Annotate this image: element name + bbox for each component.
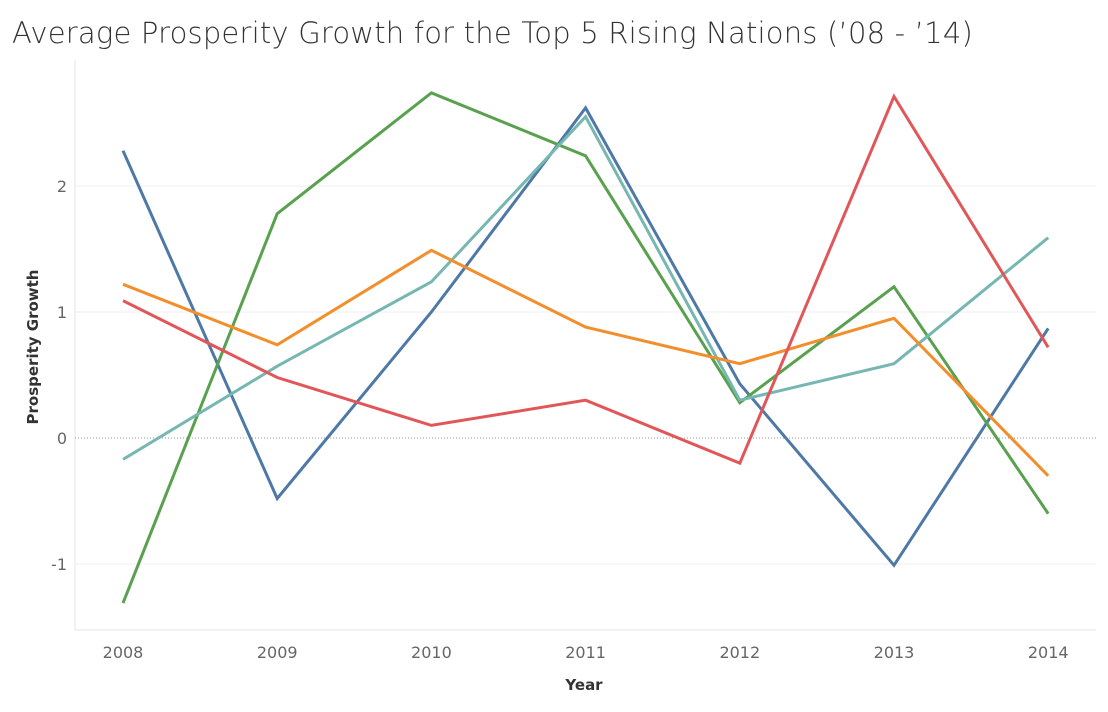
x-tick-label: 2011 <box>565 643 606 662</box>
series-line-4 <box>122 93 1050 466</box>
y-tick-label: 1 <box>57 303 67 322</box>
y-tick-label: -1 <box>51 555 67 574</box>
y-axis-title: Prosperity Growth <box>24 270 42 425</box>
series-lines <box>121 91 1050 604</box>
grid-lines <box>74 60 1096 631</box>
y-tick-label: 2 <box>57 177 67 196</box>
y-tick-label: 0 <box>57 429 67 448</box>
x-tick-label: 2014 <box>1028 643 1069 662</box>
x-axis-title: Year <box>564 676 603 694</box>
x-axis-ticks: 2008 2009 2010 2011 2012 2013 2014 <box>103 643 1069 662</box>
x-tick-label: 2008 <box>103 643 144 662</box>
y-axis-ticks: 2 1 0 -1 <box>51 177 67 574</box>
series-line-0 <box>121 105 1050 568</box>
x-tick-label: 2010 <box>411 643 452 662</box>
series-line-2 <box>122 114 1050 461</box>
x-tick-label: 2009 <box>257 643 298 662</box>
series-line-1 <box>121 91 1050 604</box>
series-line-3 <box>122 248 1050 477</box>
x-tick-label: 2013 <box>874 643 915 662</box>
chart-title: Average Prosperity Growth for the Top 5 … <box>12 16 973 50</box>
x-tick-label: 2012 <box>719 643 760 662</box>
